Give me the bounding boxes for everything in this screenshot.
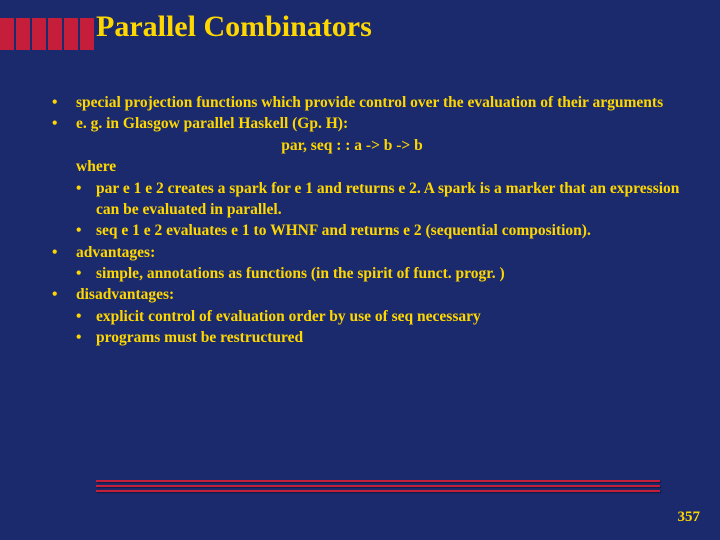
footer-accent-stripes <box>96 480 660 490</box>
sub-bullet-item: • par e 1 e 2 creates a spark for e 1 an… <box>48 178 688 221</box>
sub-bullet-text: par e 1 e 2 creates a spark for e 1 and … <box>96 178 688 221</box>
bullet-text: advantages: <box>76 242 688 263</box>
rest-text: evaluates e 1 to WHNF and returns e 2 (s… <box>166 222 591 239</box>
bullet-item: • disadvantages: <box>48 284 688 305</box>
sub-bullet-text: simple, annotations as functions (in the… <box>96 263 688 284</box>
sub-bullet-item: • simple, annotations as functions (in t… <box>48 263 688 284</box>
rest-text: by use of seq necessary <box>329 308 481 325</box>
page-number: 357 <box>678 509 701 526</box>
sub-bullet-text: explicit control of evaluation order by … <box>96 306 688 327</box>
rest-text: creates a spark for e 1 and returns e 2.… <box>96 180 679 218</box>
bullet-text: e. g. in Glasgow parallel Haskell (Gp. H… <box>76 113 688 134</box>
rest-text: , annotations as functions (in the spiri… <box>139 265 505 282</box>
bullet-dot-icon: • <box>48 92 76 113</box>
bullet-dot-icon: • <box>76 263 96 284</box>
bullet-text: special projection functions which provi… <box>76 92 688 113</box>
bullet-dot-icon: • <box>48 113 76 134</box>
bullet-dot-icon: • <box>76 220 96 241</box>
bold-term: explicit control of evaluation order <box>96 308 329 325</box>
sub-bullet-item: • seq e 1 e 2 evaluates e 1 to WHNF and … <box>48 220 688 241</box>
sub-bullet-text: programs must be restructured <box>96 327 688 348</box>
slide-title: Parallel Combinators <box>96 10 372 44</box>
bold-term: simple <box>96 265 139 282</box>
bold-term: par e 1 e 2 <box>96 180 168 197</box>
where-line: where <box>48 156 688 177</box>
bullet-dot-icon: • <box>76 327 96 348</box>
sub-bullet-item: • programs must be restructured <box>48 327 688 348</box>
bullet-item: • advantages: <box>48 242 688 263</box>
bold-term: seq e 1 e 2 <box>96 222 166 239</box>
slide-content: • special projection functions which pro… <box>48 92 688 349</box>
bullet-dot-icon: • <box>48 284 76 305</box>
bullet-dot-icon: • <box>76 306 96 327</box>
slide: Parallel Combinators • special projectio… <box>0 0 720 540</box>
bullet-text: disadvantages: <box>76 284 688 305</box>
bullet-item: • special projection functions which pro… <box>48 92 688 113</box>
sub-bullet-text: seq e 1 e 2 evaluates e 1 to WHNF and re… <box>96 220 688 241</box>
header-accent-blocks <box>0 18 96 50</box>
bullet-item: • e. g. in Glasgow parallel Haskell (Gp.… <box>48 113 688 134</box>
code-line: par, seq : : a -> b -> b <box>76 135 628 156</box>
bullet-dot-icon: • <box>76 178 96 221</box>
bullet-dot-icon: • <box>48 242 76 263</box>
sub-bullet-item: • explicit control of evaluation order b… <box>48 306 688 327</box>
